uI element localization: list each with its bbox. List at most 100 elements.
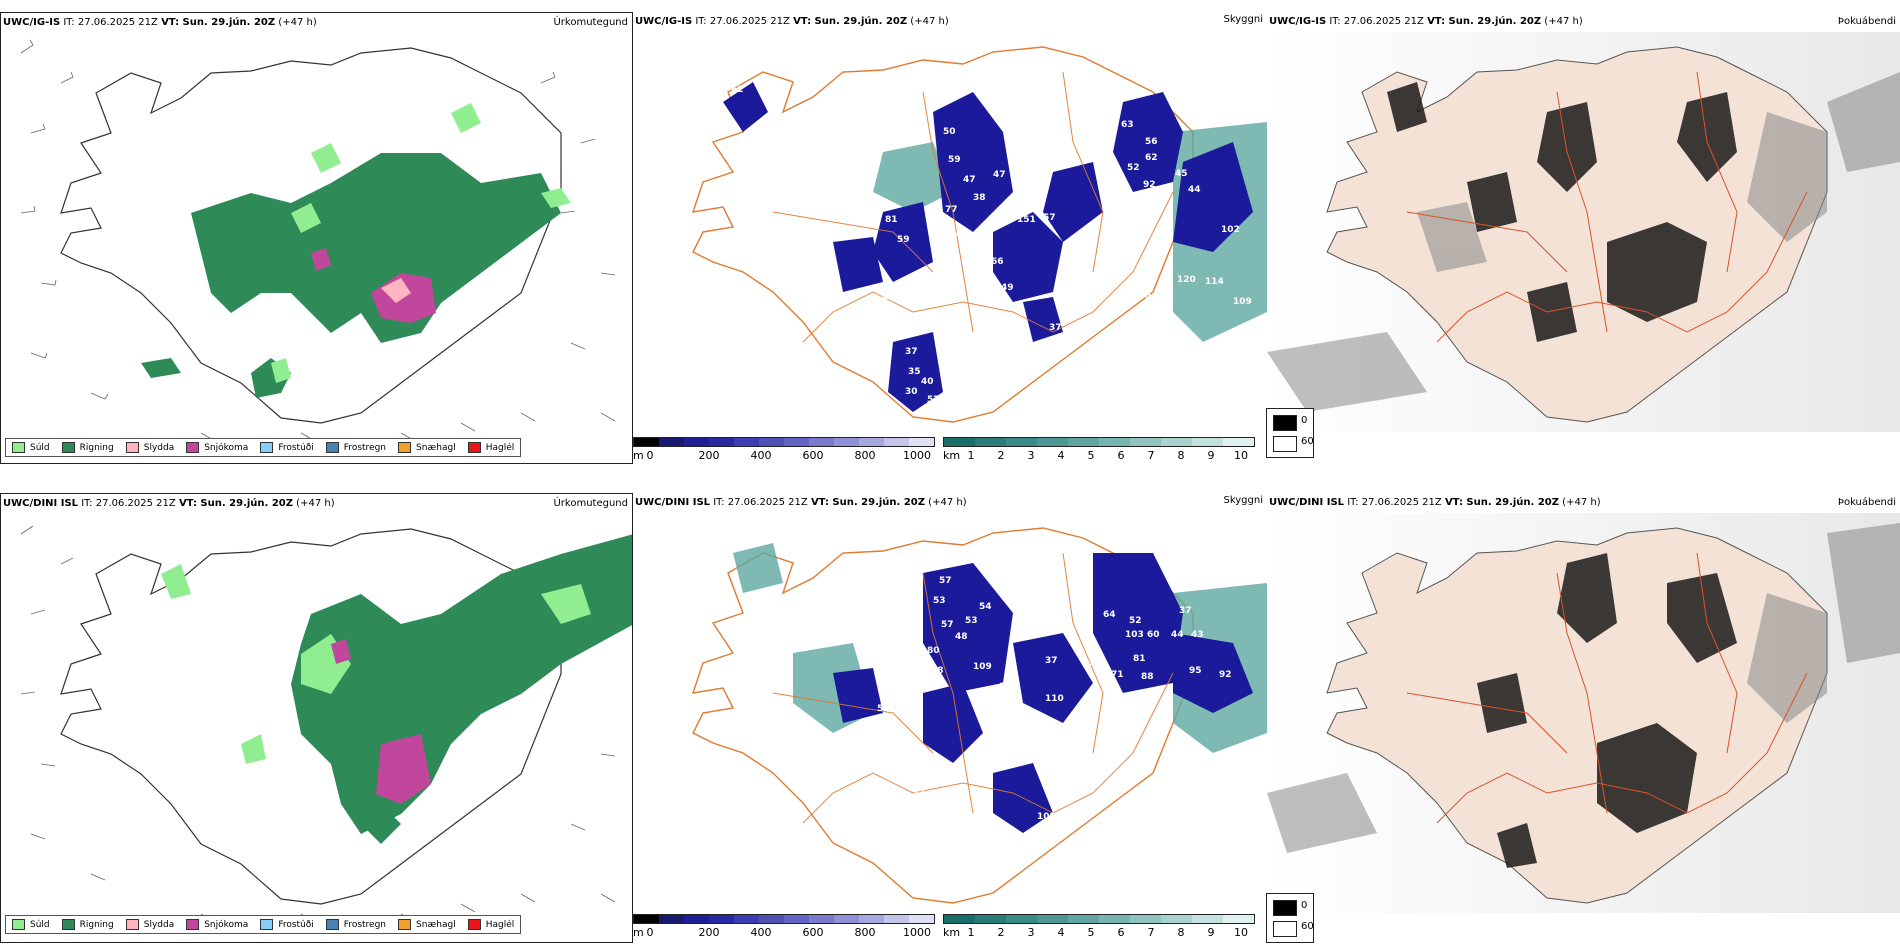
- ceiling-label: 113: [1083, 295, 1102, 305]
- visibility-panel-row2: UWC/DINI ISL IT: 27.06.2025 21Z VT: Sun.…: [633, 493, 1267, 943]
- visibility-bar: [943, 437, 1255, 447]
- ceiling-label: 120: [1177, 275, 1196, 285]
- model-name: UWC/IG-IS: [1269, 16, 1327, 27]
- legend-item: Frostregn: [325, 919, 386, 930]
- ceiling-label: 57: [939, 576, 952, 586]
- bar-step: [1037, 438, 1068, 446]
- ceiling-label: 53: [965, 616, 978, 626]
- ceiling-colorbar: m 0 200 400 600 800 1000: [633, 437, 935, 464]
- snow-area: [331, 639, 431, 804]
- drizzle-area: [161, 564, 591, 764]
- valid-time: VT: Sun. 29.jún. 20Z: [178, 498, 293, 509]
- ceiling-label: 57: [941, 620, 954, 630]
- legend-swatch: [325, 442, 339, 453]
- visibility-tick: 8: [1177, 926, 1185, 939]
- bar-step: [1099, 438, 1130, 446]
- fog-light-label: 60: [1301, 921, 1314, 932]
- legend-item: Snjókoma: [186, 442, 248, 453]
- legend-swatch: [12, 919, 25, 930]
- visibility-tick: 10: [1234, 449, 1248, 462]
- ceiling-tick: 200: [698, 926, 720, 939]
- ceiling-label: 57: [1099, 149, 1112, 159]
- bar-step: [1130, 438, 1161, 446]
- ceiling-label: 64: [1005, 710, 1018, 720]
- ceiling-label: 92: [1219, 670, 1232, 680]
- ceiling-label: 81: [885, 215, 898, 225]
- bar-step: [659, 438, 684, 446]
- legend-label: Rigning: [79, 919, 114, 930]
- fog-dark-areas: [1477, 553, 1737, 868]
- visibility-tick: 9: [1207, 926, 1215, 939]
- precip-legend: Súld Rigning Slydda Snjókoma Frostúði Fr…: [5, 438, 522, 457]
- lead-time: (+47 h): [278, 17, 317, 28]
- ceiling-label: 43: [1191, 630, 1204, 640]
- ceiling-unit: m: [633, 449, 644, 462]
- precip-legend: Súld Rigning Slydda Snjókoma Frostúði Fr…: [5, 915, 522, 934]
- panel-title: Úrkomutegund: [553, 17, 628, 28]
- legend-item: Haglél: [467, 919, 514, 930]
- ceiling-label: 48: [955, 632, 968, 642]
- bar-step: [1192, 438, 1223, 446]
- panel-header: UWC/DINI ISL IT: 27.06.2025 21Z VT: Sun.…: [635, 497, 967, 508]
- lead-time: (+47 h): [296, 498, 335, 509]
- ceiling-label: 35: [908, 367, 921, 377]
- panel-header: UWC/IG-IS IT: 27.06.2025 21Z VT: Sun. 29…: [635, 16, 949, 27]
- legend-label: Snjókoma: [204, 442, 249, 453]
- model-name: UWC/IG-IS: [635, 16, 693, 27]
- visibility-tick: 9: [1207, 449, 1215, 462]
- bar-step: [1192, 915, 1223, 923]
- ceiling-label: 326: [869, 295, 888, 305]
- ceiling-label: 55: [1089, 129, 1102, 139]
- panel-title: Úrkomutegund: [553, 498, 628, 509]
- ceiling-tick: 800: [854, 926, 876, 939]
- model-name: UWC/IG-IS: [3, 17, 61, 28]
- panel-title: Skyggni: [1223, 495, 1263, 506]
- bar-step: [1161, 915, 1192, 923]
- legend-item: Frostregn: [325, 442, 386, 453]
- ceiling-tick: 1000: [903, 449, 931, 462]
- ceiling-label: 37: [1179, 606, 1192, 616]
- ceiling-label: 97: [1133, 211, 1146, 221]
- legend-swatch: [12, 442, 25, 453]
- bar-step: [784, 438, 809, 446]
- visibility-tick: 1: [967, 449, 975, 462]
- legend-item: Snæhagl: [398, 919, 456, 930]
- ceiling-label: 102: [1221, 225, 1240, 235]
- fog-legend-row1: 0 60: [1266, 408, 1314, 458]
- bar-step: [1099, 915, 1130, 923]
- fog-grey-areas: [1267, 523, 1900, 853]
- legend-swatch: [398, 919, 412, 930]
- legend-swatch: [61, 442, 75, 453]
- bar-step: [834, 915, 859, 923]
- ceiling-label: 52: [1129, 616, 1142, 626]
- fog-panel-row2: UWC/DINI ISL IT: 27.06.2025 21Z VT: Sun.…: [1267, 493, 1900, 943]
- panel-title: Þokuábendi: [1837, 497, 1896, 508]
- bar-step: [975, 915, 1006, 923]
- init-time: IT: 27.06.2025 21Z: [1347, 497, 1442, 508]
- init-time: IT: 27.06.2025 21Z: [81, 498, 176, 509]
- ceiling-label: 71: [1111, 670, 1124, 680]
- bar-step: [859, 438, 884, 446]
- bar-step: [944, 915, 975, 923]
- ceiling-label: 81: [1133, 654, 1146, 664]
- visibility-colorbar: km 1 2 3 4 5 6 7 8 9 10: [943, 437, 1263, 464]
- panel-title: Skyggni: [1223, 14, 1263, 25]
- legend-label: Snæhagl: [416, 919, 456, 930]
- ceiling-label: 49: [1001, 283, 1014, 293]
- visibility-tick: 2: [997, 449, 1005, 462]
- precip-panel-row1: UWC/IG-IS IT: 27.06.2025 21Z VT: Sun. 29…: [0, 12, 633, 464]
- legend-label: Snæhagl: [416, 442, 456, 453]
- ceiling-tick: 400: [750, 926, 772, 939]
- fog-dark-swatch: [1273, 900, 1297, 916]
- ceiling-label: 48: [931, 666, 944, 676]
- visibility-tick: 6: [1117, 449, 1125, 462]
- ceiling-label: 57: [1043, 213, 1056, 223]
- ceiling-label: 50: [877, 704, 890, 714]
- bar-step: [834, 438, 859, 446]
- bar-step: [734, 438, 759, 446]
- bar-step: [759, 915, 784, 923]
- lead-time: (+47 h): [928, 497, 967, 508]
- ceiling-label: 21: [913, 788, 926, 798]
- sleet-area: [381, 278, 411, 303]
- visibility-map: 62 50 59 47 47 38 77 81 59 52 84 82 326 …: [691, 46, 1267, 423]
